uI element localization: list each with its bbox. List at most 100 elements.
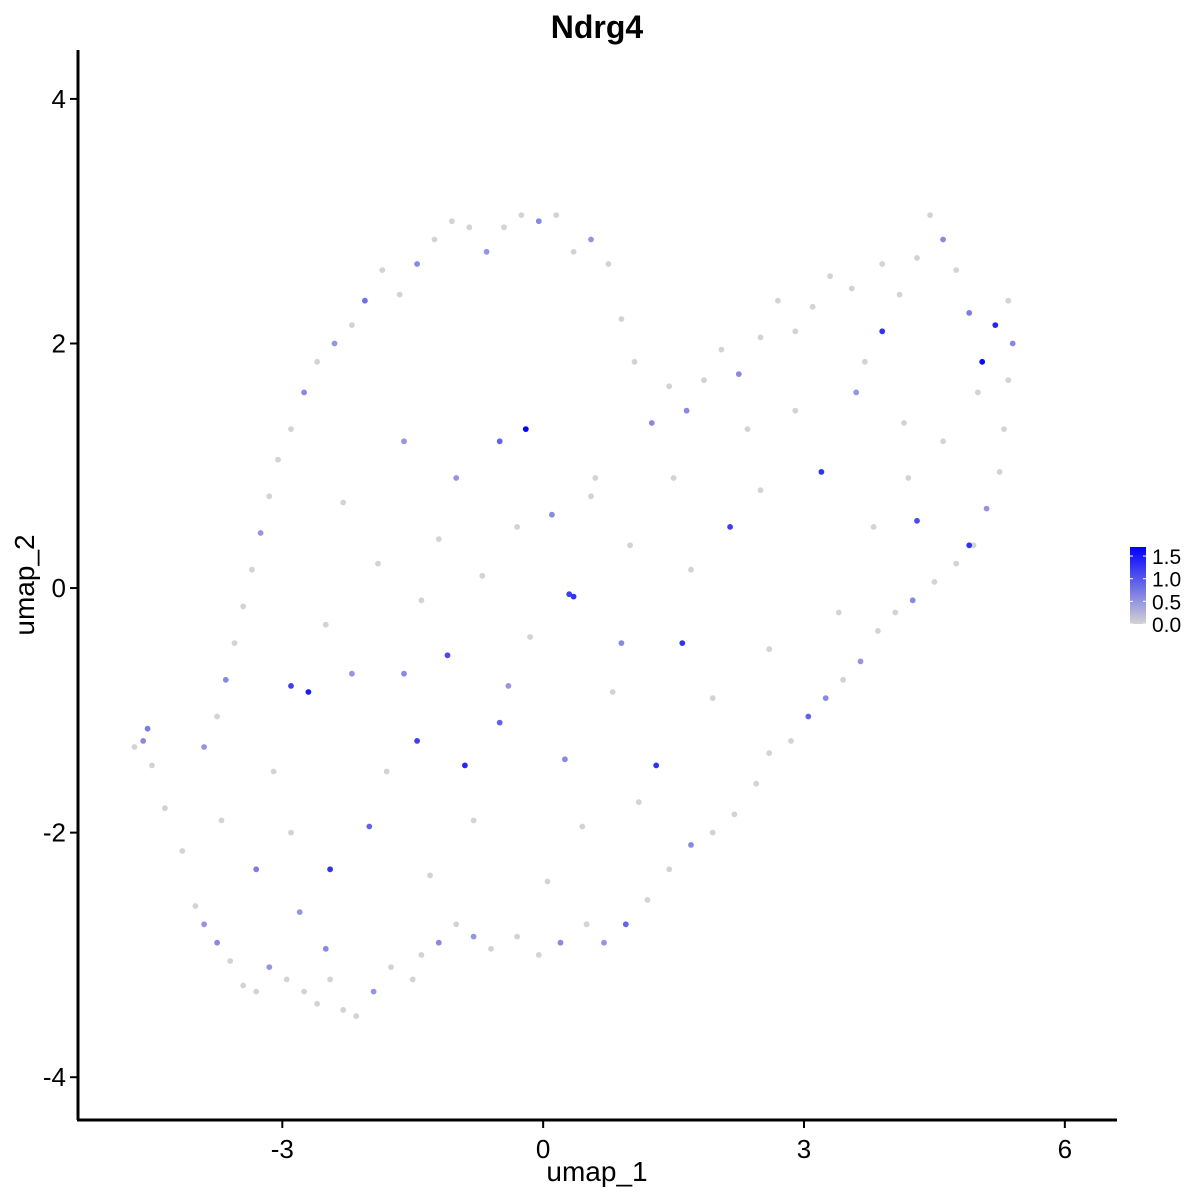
data-point xyxy=(679,640,686,646)
data-point xyxy=(609,689,616,695)
data-point xyxy=(301,988,307,995)
y-tick-label: 4 xyxy=(52,84,66,114)
data-point xyxy=(666,866,673,873)
data-point xyxy=(266,964,273,970)
data-point xyxy=(479,572,486,579)
data-point xyxy=(896,291,903,298)
data-point xyxy=(757,334,764,341)
data-point xyxy=(914,517,920,524)
data-point xyxy=(588,236,594,243)
data-point xyxy=(431,236,438,243)
data-point xyxy=(983,505,990,512)
data-point xyxy=(1005,377,1012,384)
data-point xyxy=(583,921,590,928)
data-point xyxy=(905,475,912,481)
data-point xyxy=(288,683,294,689)
data-point xyxy=(192,903,199,909)
data-point xyxy=(892,609,899,616)
data-point xyxy=(862,358,868,365)
y-axis-ticks: -4 -2 0 2 4 xyxy=(43,84,78,1092)
x-axis-ticks: -3 0 3 6 xyxy=(271,1120,1072,1164)
data-point xyxy=(709,695,716,701)
y-tick-label: -4 xyxy=(43,1062,66,1092)
data-point xyxy=(453,475,460,481)
data-point xyxy=(370,988,377,995)
data-point xyxy=(435,939,442,946)
data-point xyxy=(914,255,920,261)
data-point xyxy=(1005,297,1012,304)
data-point xyxy=(1009,340,1016,347)
data-point xyxy=(501,224,507,231)
data-point xyxy=(792,407,799,414)
data-point xyxy=(470,817,477,824)
data-point xyxy=(618,316,625,322)
data-point xyxy=(314,358,320,365)
data-point xyxy=(631,358,638,365)
legend-tick-label: 1.0 xyxy=(1152,569,1181,592)
data-point xyxy=(1001,426,1007,432)
data-point xyxy=(362,297,368,304)
legend-ticks: 1.51.00.50.0 xyxy=(1130,546,1181,637)
data-point xyxy=(227,958,234,964)
data-point xyxy=(648,420,655,426)
data-points xyxy=(131,212,1016,1019)
data-point xyxy=(735,371,742,377)
data-point xyxy=(818,469,825,475)
data-point xyxy=(975,389,981,396)
y-axis-title: umap_2 xyxy=(9,534,40,635)
data-point xyxy=(775,297,781,304)
data-point xyxy=(731,811,738,818)
data-point xyxy=(744,426,751,432)
data-point xyxy=(535,218,542,225)
data-point xyxy=(301,389,307,396)
data-point xyxy=(931,579,938,585)
data-point xyxy=(144,725,151,732)
data-point xyxy=(201,744,208,750)
data-point xyxy=(566,591,573,598)
data-point xyxy=(535,952,542,958)
data-point xyxy=(327,976,333,983)
data-point xyxy=(953,267,960,273)
data-point xyxy=(414,738,420,744)
data-point xyxy=(131,744,138,750)
legend-tick-label: 0.0 xyxy=(1152,614,1181,637)
y-tick-label: -2 xyxy=(43,818,66,848)
data-point xyxy=(827,273,833,280)
data-point xyxy=(644,897,651,903)
data-point xyxy=(470,933,477,940)
data-point xyxy=(901,420,907,426)
data-point xyxy=(522,426,529,432)
data-point xyxy=(627,542,633,549)
data-point xyxy=(427,872,433,879)
data-point xyxy=(288,829,294,836)
data-point xyxy=(140,738,147,744)
data-point xyxy=(592,475,599,481)
data-point xyxy=(388,964,394,970)
data-point xyxy=(966,310,973,316)
legend-tick-label: 0.5 xyxy=(1152,591,1181,614)
data-point xyxy=(953,560,960,567)
data-point xyxy=(588,493,594,500)
data-point xyxy=(570,593,577,600)
data-point xyxy=(718,346,725,353)
data-point xyxy=(253,988,260,995)
data-point xyxy=(401,670,407,677)
data-point xyxy=(666,383,673,390)
data-point xyxy=(331,340,338,347)
data-point xyxy=(379,267,386,273)
data-point xyxy=(375,560,381,567)
data-point xyxy=(757,487,764,494)
data-point xyxy=(327,866,333,873)
data-point xyxy=(622,921,629,928)
data-point xyxy=(396,291,403,298)
data-point xyxy=(444,652,451,659)
data-point xyxy=(240,982,247,989)
data-point xyxy=(214,713,221,720)
data-point xyxy=(401,438,407,445)
x-tick-label: -3 xyxy=(271,1134,294,1164)
legend-colorbar xyxy=(1130,547,1146,624)
data-point xyxy=(870,524,877,530)
data-point xyxy=(349,322,355,328)
data-point xyxy=(505,683,512,689)
data-point xyxy=(283,976,290,983)
